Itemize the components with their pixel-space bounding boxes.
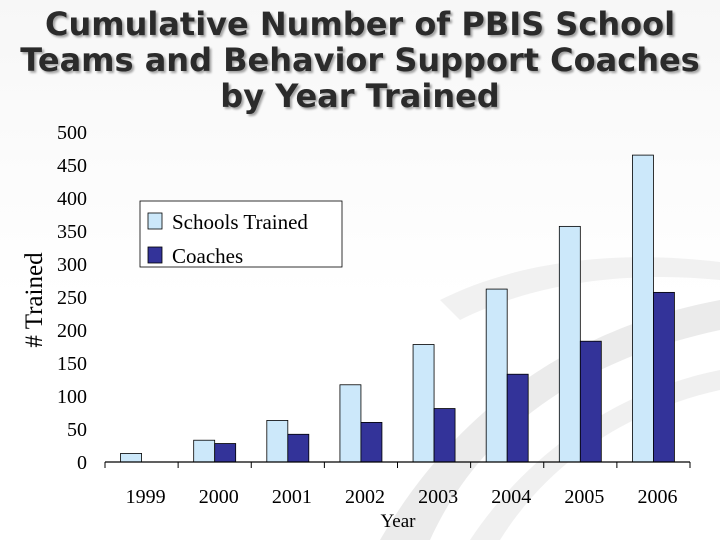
bar-coaches-2002 [360,421,383,463]
category-separators [104,462,691,468]
bar-schools-2004 [485,288,508,463]
y-axis-title: # Trained [21,252,48,348]
chart-title: Cumulative Number of PBIS School Teams a… [20,5,700,115]
y-tick-label: 350 [57,221,87,243]
bar-coaches-2006 [653,291,675,463]
legend-swatch-coaches [147,246,163,264]
legend-label-coaches: Coaches [172,244,243,268]
x-tick-label: 2005 [564,486,604,508]
x-axis-title: Year [380,511,416,532]
y-tick-label: 250 [57,287,87,309]
legend-box [139,200,343,268]
x-tick-label: 2003 [418,486,458,508]
y-tick-labels: 0 50 100 150 200 250 300 350 400 450 500 [57,122,87,474]
y-tick-label: 400 [57,188,87,210]
x-tick-label: 2001 [272,486,312,508]
legend-label-schools: Schools Trained [172,210,308,234]
y-tick-label: 150 [57,353,87,375]
bar-schools-2000 [193,439,216,463]
bar-schools-1999 [120,453,142,463]
bar-schools-2006 [632,154,654,463]
bar-schools-2005 [558,225,581,463]
bar-coaches-2003 [433,408,456,463]
x-tick-label: 2000 [199,486,239,508]
x-tick-label: 2006 [637,486,677,508]
bar-schools-2003 [412,344,435,463]
y-tick-label: 200 [57,320,87,342]
bar-coaches-2004 [506,373,529,463]
y-tick-label: 0 [77,452,87,474]
x-tick-label: 2004 [491,486,531,508]
bar-coaches-2005 [579,340,602,463]
y-tick-label: 450 [57,155,87,177]
y-tick-label: 500 [57,122,87,144]
x-tick-label: 2002 [345,486,385,508]
legend: Schools Trained Coaches [139,200,343,268]
legend-swatch-schools [147,212,163,230]
x-tick-label: 1999 [126,486,166,508]
bar-coaches-2000 [214,443,237,463]
bar-schools-2001 [266,420,289,463]
bar-schools-2002 [339,384,362,463]
y-tick-label: 50 [67,419,87,441]
y-tick-label: 300 [57,254,87,276]
x-tick-labels: 1999 2000 2001 2002 2003 2004 2005 2006 [126,486,678,508]
bar-coaches-2001 [287,433,310,463]
y-tick-label: 100 [57,386,87,408]
